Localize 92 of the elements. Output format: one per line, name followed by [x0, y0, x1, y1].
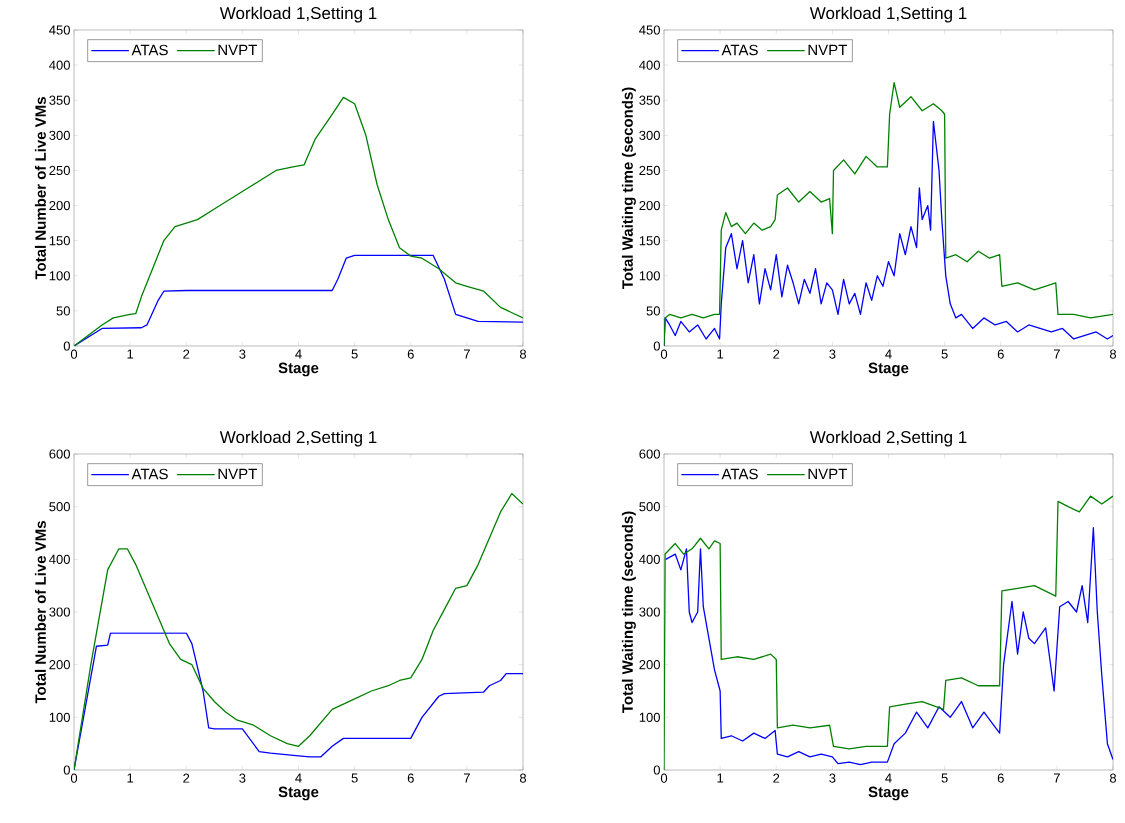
x-tick-label: 8: [1109, 773, 1117, 783]
x-tick-label: 5: [941, 349, 948, 359]
legend-label: ATAS: [131, 468, 168, 480]
y-tick-label: 350: [639, 95, 660, 105]
x-tick-label: 3: [239, 349, 246, 359]
x-tick-label: 7: [1053, 773, 1060, 783]
chart-title: Workload 1,Setting 1: [809, 6, 967, 23]
x-tick-label: 3: [829, 773, 836, 783]
y-tick-label: 0: [63, 341, 70, 351]
legend-label: ATAS: [721, 44, 758, 56]
x-tick-label: 5: [351, 773, 358, 783]
y-tick-label: 0: [63, 765, 70, 775]
x-tick-label: 6: [997, 773, 1004, 783]
x-tick-label: 1: [127, 773, 134, 783]
x-axis-title: Stage: [868, 786, 909, 801]
y-tick-label: 400: [639, 60, 660, 70]
x-tick-label: 4: [295, 773, 302, 783]
x-tick-label: 0: [70, 773, 78, 783]
legend-label: NVPT: [218, 44, 257, 56]
y-tick-label: 200: [49, 660, 70, 670]
y-axis-title: Total Number of Live VMs: [34, 97, 46, 280]
x-tick-label: 2: [773, 349, 780, 359]
y-tick-label: 200: [49, 200, 70, 211]
legend-label: NVPT: [808, 44, 847, 56]
line-series: [74, 96, 523, 346]
y-tick-label: 50: [646, 306, 660, 316]
chart-title: Workload 1,Setting 1: [219, 6, 377, 23]
x-tick-label: 3: [239, 773, 246, 783]
x-tick-label: 7: [463, 349, 470, 359]
line-series: [74, 254, 523, 346]
x-tick-label: 0: [660, 773, 668, 783]
y-tick-label: 300: [49, 607, 70, 617]
chart-title: Workload 2,Setting 1: [809, 430, 967, 447]
x-tick-label: 1: [717, 773, 724, 783]
y-tick-label: 0: [653, 765, 660, 775]
y-tick-label: 450: [639, 25, 660, 35]
x-tick-label: 1: [717, 349, 724, 359]
y-tick-label: 150: [639, 236, 660, 246]
y-tick-label: 400: [49, 554, 70, 564]
y-tick-label: 600: [639, 449, 660, 459]
y-axis-title: Total Number of Live VMs: [34, 521, 46, 704]
x-tick-label: 4: [295, 349, 302, 359]
y-tick-label: 200: [639, 660, 660, 670]
x-tick-label: 7: [1053, 349, 1060, 359]
y-axis-title: Total Waiting time (seconds): [621, 87, 636, 290]
legend-label: NVPT: [808, 468, 847, 480]
y-axis-title: Total Waiting time (seconds): [621, 511, 636, 714]
x-tick-label: 6: [407, 349, 414, 359]
x-tick-label: 8: [519, 349, 527, 359]
x-tick-label: 4: [885, 349, 892, 359]
y-tick-label: 100: [49, 712, 70, 722]
chart-title: Workload 2,Setting 1: [219, 430, 377, 447]
x-tick-label: 1: [127, 349, 134, 359]
legend-label: NVPT: [218, 468, 257, 480]
y-tick-label: 250: [639, 165, 660, 176]
x-tick-label: 8: [519, 773, 527, 783]
y-tick-label: 100: [639, 712, 660, 722]
x-tick-label: 2: [183, 773, 190, 783]
x-tick-label: 0: [70, 349, 78, 359]
x-tick-label: 5: [351, 349, 358, 359]
x-tick-label: 4: [885, 773, 892, 783]
y-tick-label: 250: [49, 165, 70, 176]
x-tick-label: 5: [941, 773, 948, 783]
x-axis-title: Stage: [278, 786, 319, 801]
x-tick-label: 6: [997, 349, 1004, 359]
x-axis-title: Stage: [868, 362, 909, 377]
y-tick-label: 300: [49, 130, 70, 140]
legend-label: ATAS: [131, 44, 168, 56]
x-tick-label: 6: [407, 773, 414, 783]
y-tick-label: 50: [56, 306, 70, 316]
y-tick-label: 300: [639, 130, 660, 140]
y-tick-label: 0: [653, 341, 660, 351]
x-tick-label: 3: [829, 349, 836, 359]
y-tick-label: 350: [49, 95, 70, 105]
y-tick-label: 600: [49, 449, 70, 459]
y-tick-label: 300: [639, 607, 660, 617]
y-tick-label: 450: [49, 25, 70, 35]
y-tick-label: 200: [639, 200, 660, 211]
x-tick-label: 7: [463, 773, 470, 783]
y-tick-label: 400: [639, 554, 660, 564]
x-tick-label: 8: [1109, 349, 1117, 359]
x-axis-title: Stage: [278, 362, 319, 377]
y-tick-label: 500: [49, 502, 70, 512]
y-tick-label: 400: [49, 60, 70, 70]
y-tick-label: 150: [49, 236, 70, 246]
y-tick-label: 500: [639, 502, 660, 512]
x-tick-label: 2: [183, 349, 190, 359]
y-tick-label: 100: [49, 271, 70, 281]
x-tick-label: 0: [660, 349, 668, 359]
y-tick-label: 100: [639, 271, 660, 281]
x-tick-label: 2: [773, 773, 780, 783]
legend-label: ATAS: [721, 468, 758, 480]
